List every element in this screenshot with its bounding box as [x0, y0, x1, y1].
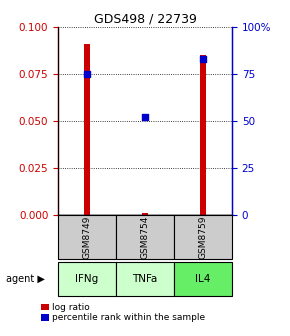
Bar	[58, 215, 116, 259]
Text: GSM8754: GSM8754	[140, 215, 150, 259]
Bar	[200, 55, 206, 215]
Bar	[142, 213, 148, 215]
Text: TNFa: TNFa	[132, 274, 158, 284]
Bar	[84, 44, 90, 215]
Bar	[174, 215, 232, 259]
Text: agent ▶: agent ▶	[6, 274, 45, 284]
Text: IL4: IL4	[195, 274, 211, 284]
Text: percentile rank within the sample: percentile rank within the sample	[52, 313, 205, 322]
Point	[85, 71, 89, 77]
Point	[201, 56, 205, 61]
Bar	[116, 215, 174, 259]
Bar	[58, 262, 116, 296]
Text: GSM8749: GSM8749	[82, 215, 92, 259]
Text: GSM8759: GSM8759	[198, 215, 208, 259]
Bar	[41, 314, 49, 321]
Point	[143, 115, 147, 120]
Title: GDS498 / 22739: GDS498 / 22739	[94, 13, 196, 26]
Text: IFNg: IFNg	[75, 274, 99, 284]
Bar	[174, 262, 232, 296]
Bar	[116, 262, 174, 296]
Bar	[41, 304, 49, 310]
Text: log ratio: log ratio	[52, 303, 90, 312]
